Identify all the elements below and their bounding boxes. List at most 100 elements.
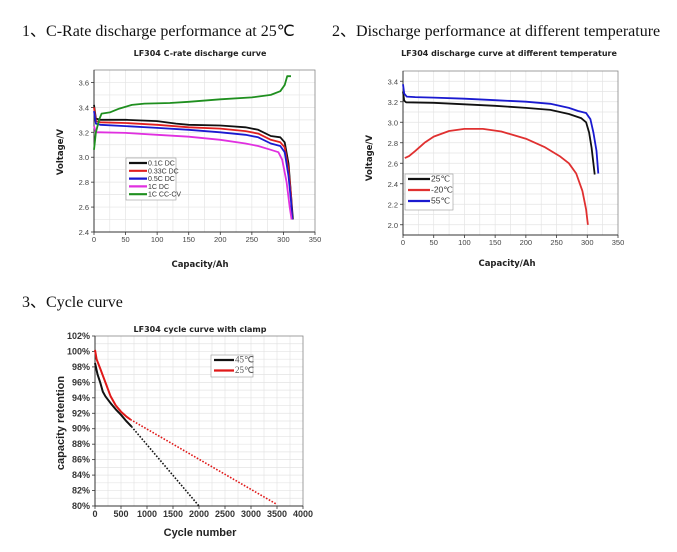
section-title-1: 1、C-Rate discharge performance at 25℃ xyxy=(22,17,295,41)
series-line-45 xyxy=(94,362,133,428)
x-tick-label: 200 xyxy=(214,235,227,244)
section-number: 3、 xyxy=(22,294,47,311)
x-tick-label: 3000 xyxy=(241,509,261,519)
series-line-20 xyxy=(404,128,589,225)
x-tick-label: 0 xyxy=(92,235,96,244)
y-tick-label: 3.0 xyxy=(388,118,398,127)
section-title-3: 3、Cycle curve xyxy=(22,288,123,312)
y-tick-label: 92% xyxy=(72,408,90,418)
y-tick-label: 3.0 xyxy=(79,153,89,162)
legend-label: 45℃ xyxy=(235,355,254,365)
section-title-2: 2、Discharge performance at different tem… xyxy=(332,17,660,41)
legend-label: 25℃ xyxy=(235,365,254,375)
x-axis-label: Cycle number xyxy=(164,527,237,539)
series-line-25 xyxy=(402,91,596,175)
y-tick-label: 102% xyxy=(67,331,90,341)
y-tick-label: 3.4 xyxy=(388,77,398,86)
y-tick-label: 88% xyxy=(72,439,90,449)
y-tick-label: 84% xyxy=(72,470,90,480)
y-tick-label: 2.4 xyxy=(79,228,89,237)
x-tick-label: 50 xyxy=(121,235,129,244)
x-tick-label: 250 xyxy=(550,238,563,247)
y-tick-label: 2.4 xyxy=(388,180,398,189)
y-tick-label: 2.6 xyxy=(388,159,398,168)
x-tick-label: 200 xyxy=(520,238,533,247)
x-tick-label: 50 xyxy=(430,238,438,247)
y-tick-label: 3.2 xyxy=(388,98,398,107)
y-axis-label: capacity retention xyxy=(55,376,67,470)
y-tick-label: 3.2 xyxy=(79,128,89,137)
x-tick-label: 250 xyxy=(246,235,259,244)
x-tick-label: 4000 xyxy=(293,509,313,519)
series-line-0-33c-dc xyxy=(93,107,294,220)
y-tick-label: 2.8 xyxy=(388,139,398,148)
series-line-1c-cc-cv xyxy=(93,75,291,150)
legend-label: 0.5C DC xyxy=(148,176,175,183)
grid-lines xyxy=(403,71,618,235)
chart-title: LF304 cycle curve with clamp xyxy=(134,325,267,334)
series-line-0-5c-dc xyxy=(93,110,294,220)
x-tick-label: 0 xyxy=(401,238,405,247)
legend: 45℃25℃ xyxy=(210,355,254,378)
legend-label: 1C DC xyxy=(148,184,169,191)
chart-cycle-curve: LF304 cycle curve with clamp Cycle numbe… xyxy=(55,325,313,539)
y-tick-label: 80% xyxy=(72,501,90,511)
x-tick-label: 500 xyxy=(113,509,128,519)
legend-label: 0.1C DC xyxy=(148,161,175,168)
y-tick-label: 100% xyxy=(67,346,90,356)
y-tick-label: 2.0 xyxy=(388,221,398,230)
y-tick-label: 90% xyxy=(72,424,90,434)
section-title-text: Cycle curve xyxy=(46,294,123,311)
x-tick-label: 350 xyxy=(612,238,625,247)
y-tick-label: 2.6 xyxy=(79,203,89,212)
chart-title: LF304 C-rate discharge curve xyxy=(134,49,267,58)
x-tick-label: 100 xyxy=(458,238,471,247)
x-tick-label: 150 xyxy=(489,238,502,247)
x-tick-label: 1500 xyxy=(163,509,183,519)
y-tick-label: 2.8 xyxy=(79,178,89,187)
chart-title: LF304 discharge curve at different tempe… xyxy=(401,49,617,58)
series-extrapolation xyxy=(130,425,200,507)
chart-temperature-discharge: LF304 discharge curve at different tempe… xyxy=(365,49,624,269)
x-tick-label: 2500 xyxy=(215,509,235,519)
y-tick-label: 96% xyxy=(72,377,90,387)
legend-label: 25℃ xyxy=(431,174,450,184)
legend-label: 0.33C DC xyxy=(148,168,179,175)
legend-label: 55℃ xyxy=(431,196,450,206)
y-axis-label: Voltage/V xyxy=(56,128,66,175)
y-axis-label: Voltage/V xyxy=(365,134,375,181)
x-tick-label: 150 xyxy=(182,235,195,244)
legend-label: 1C CC-CV xyxy=(148,192,181,199)
section-title-text: C-Rate discharge performance at 25℃ xyxy=(46,23,295,40)
y-tick-label: 94% xyxy=(72,393,90,403)
x-tick-label: 1000 xyxy=(137,509,157,519)
series-line-1c-dc xyxy=(93,125,293,220)
x-tick-label: 300 xyxy=(277,235,290,244)
legend: 25℃-20℃55℃ xyxy=(404,174,454,211)
section-number: 1、 xyxy=(22,23,47,40)
x-tick-label: 3500 xyxy=(267,509,287,519)
x-tick-label: 100 xyxy=(151,235,164,244)
x-axis-label: Capacity/Ah xyxy=(478,259,535,269)
chart-c-rate-discharge: LF304 C-rate discharge curve Capacity/Ah… xyxy=(56,49,321,270)
y-tick-label: 3.6 xyxy=(79,78,89,87)
x-tick-label: 350 xyxy=(309,235,322,244)
y-tick-label: 98% xyxy=(72,362,90,372)
x-axis-label: Capacity/Ah xyxy=(171,260,228,270)
y-tick-label: 3.4 xyxy=(79,103,89,112)
series-line-25 xyxy=(94,349,131,421)
series-line-55 xyxy=(402,84,600,174)
legend-label: -20℃ xyxy=(431,185,453,195)
section-number: 2、 xyxy=(332,23,357,40)
x-tick-label: 0 xyxy=(92,509,97,519)
y-tick-label: 86% xyxy=(72,455,90,465)
y-tick-label: 82% xyxy=(72,486,90,496)
x-tick-label: 2000 xyxy=(189,509,209,519)
series-extrapolation xyxy=(129,418,278,506)
y-tick-label: 2.2 xyxy=(388,200,398,209)
section-title-text: Discharge performance at different tempe… xyxy=(356,23,661,40)
x-tick-label: 300 xyxy=(581,238,594,247)
grid-lines xyxy=(94,70,315,232)
